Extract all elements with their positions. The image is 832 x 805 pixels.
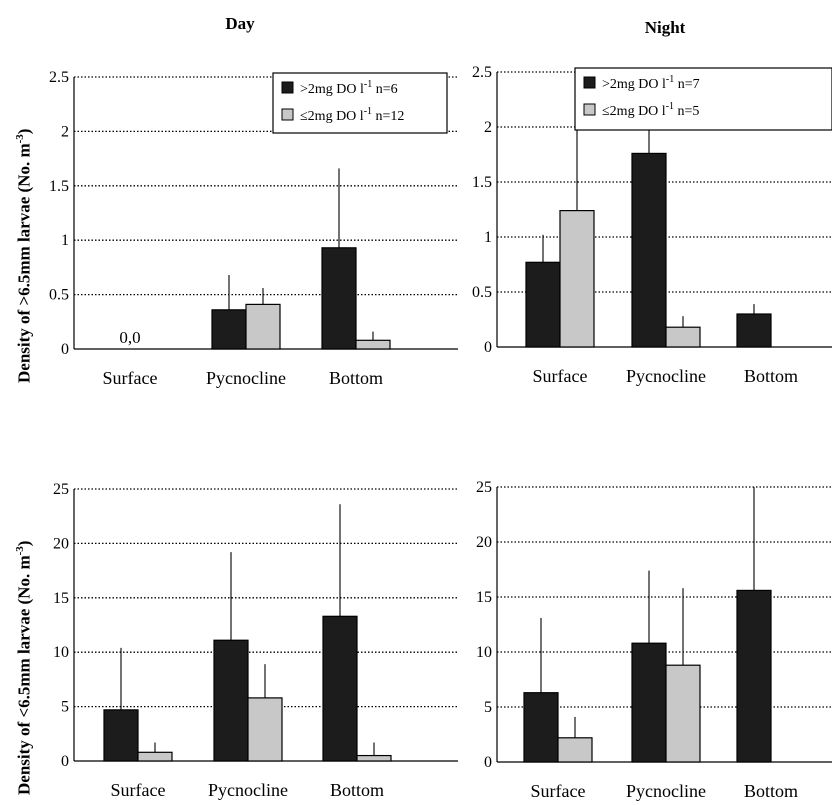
y-tick-label: 0 [484,339,492,356]
x-category-label: Surface [111,780,166,800]
bar-low-do [557,737,593,763]
chart-panel-3: 0 5 10 15 20 25 Surface Pycnocline Bottom [53,481,458,800]
y-tick-label: 5 [484,699,492,716]
y-tick-label: 0 [61,753,69,770]
legend-box [574,67,832,131]
legend-swatch-high-do [281,81,294,94]
y-tick-label: 25 [476,479,492,496]
bar-low-do [665,326,701,348]
bar-low-do [355,339,391,350]
y-tick-label: 20 [53,535,69,552]
legend-swatch-low-do [583,103,596,116]
bar-high-do [322,615,358,762]
x-category-label: Pycnocline [626,366,706,386]
y-tick-label: 0.5 [49,287,69,304]
y-tick-label: 2.5 [49,69,69,86]
zero-value-annotation: 0,0 [119,328,140,347]
y-tick-label: 1.5 [472,174,492,191]
y-tick-label: 0 [61,341,69,358]
y-tick-label: 15 [53,590,69,607]
x-category-label: Surface [533,366,588,386]
bar-high-do [213,639,249,762]
y-tick-label: 15 [476,589,492,606]
bar-low-do [356,754,392,762]
legend-entry-label: >2mg DO l-1 n=6 [300,79,398,97]
bar-high-do [211,309,247,350]
bar-low-do [137,751,173,762]
chart-panel-1: 0 0.5 1 1.5 2 2.5 Surface Pycnocline Bottom 0,0 >2… [49,69,458,388]
legend-entry-label: >2mg DO l-1 n=7 [602,74,700,92]
y-tick-label: 25 [53,481,69,498]
x-category-label: Surface [103,368,158,388]
y-tick-label: 1 [61,232,69,249]
y-tick-label: 0.5 [472,284,492,301]
bar-low-do [559,210,595,348]
y-tick-label: 10 [53,644,69,661]
legend-box [272,72,448,134]
day-column-title: Day [225,14,255,33]
legend-swatch-low-do [281,108,294,121]
y-tick-label: 1 [484,229,492,246]
bar-low-do [665,664,701,763]
legend-entry-label: ≤2mg DO l-1 n=12 [300,106,404,124]
night-column-title: Night [644,18,686,37]
y-tick-label: 0 [484,754,492,771]
x-category-label: Surface [531,781,586,801]
bar-high-do [523,692,559,763]
bar-high-do [736,589,772,763]
bar-high-do [103,709,139,762]
legend-swatch-high-do [583,76,596,89]
chart-panel-4: 0 5 10 15 20 25 Surface Pycnocline Bottom [476,479,832,801]
x-category-label: Bottom [744,366,798,386]
x-category-label: Pycnocline [206,368,286,388]
y-tick-label: 2 [484,119,492,136]
y-tick-label: 10 [476,644,492,661]
x-category-label: Pycnocline [626,781,706,801]
y-tick-label: 1.5 [49,178,69,195]
bar-high-do [631,152,667,348]
bar-low-do [245,303,281,350]
bar-high-do [631,642,667,763]
y-tick-label: 2.5 [472,64,492,81]
x-category-label: Bottom [329,368,383,388]
bar-high-do [736,313,772,348]
x-category-label: Bottom [330,780,384,800]
legend-entry-label: ≤2mg DO l-1 n=5 [602,101,699,119]
bar-low-do [247,697,283,762]
bar-high-do [321,247,357,350]
x-category-label: Bottom [744,781,798,801]
bar-high-do [525,261,561,348]
y-tick-label: 5 [61,699,69,716]
chart-panel-2: 0 0.5 1 1.5 2 2.5 Surface Pycnocline Bottom >2mg … [472,64,832,386]
y-tick-label: 20 [476,534,492,551]
y-tick-label: 2 [61,123,69,140]
x-category-label: Pycnocline [208,780,288,800]
